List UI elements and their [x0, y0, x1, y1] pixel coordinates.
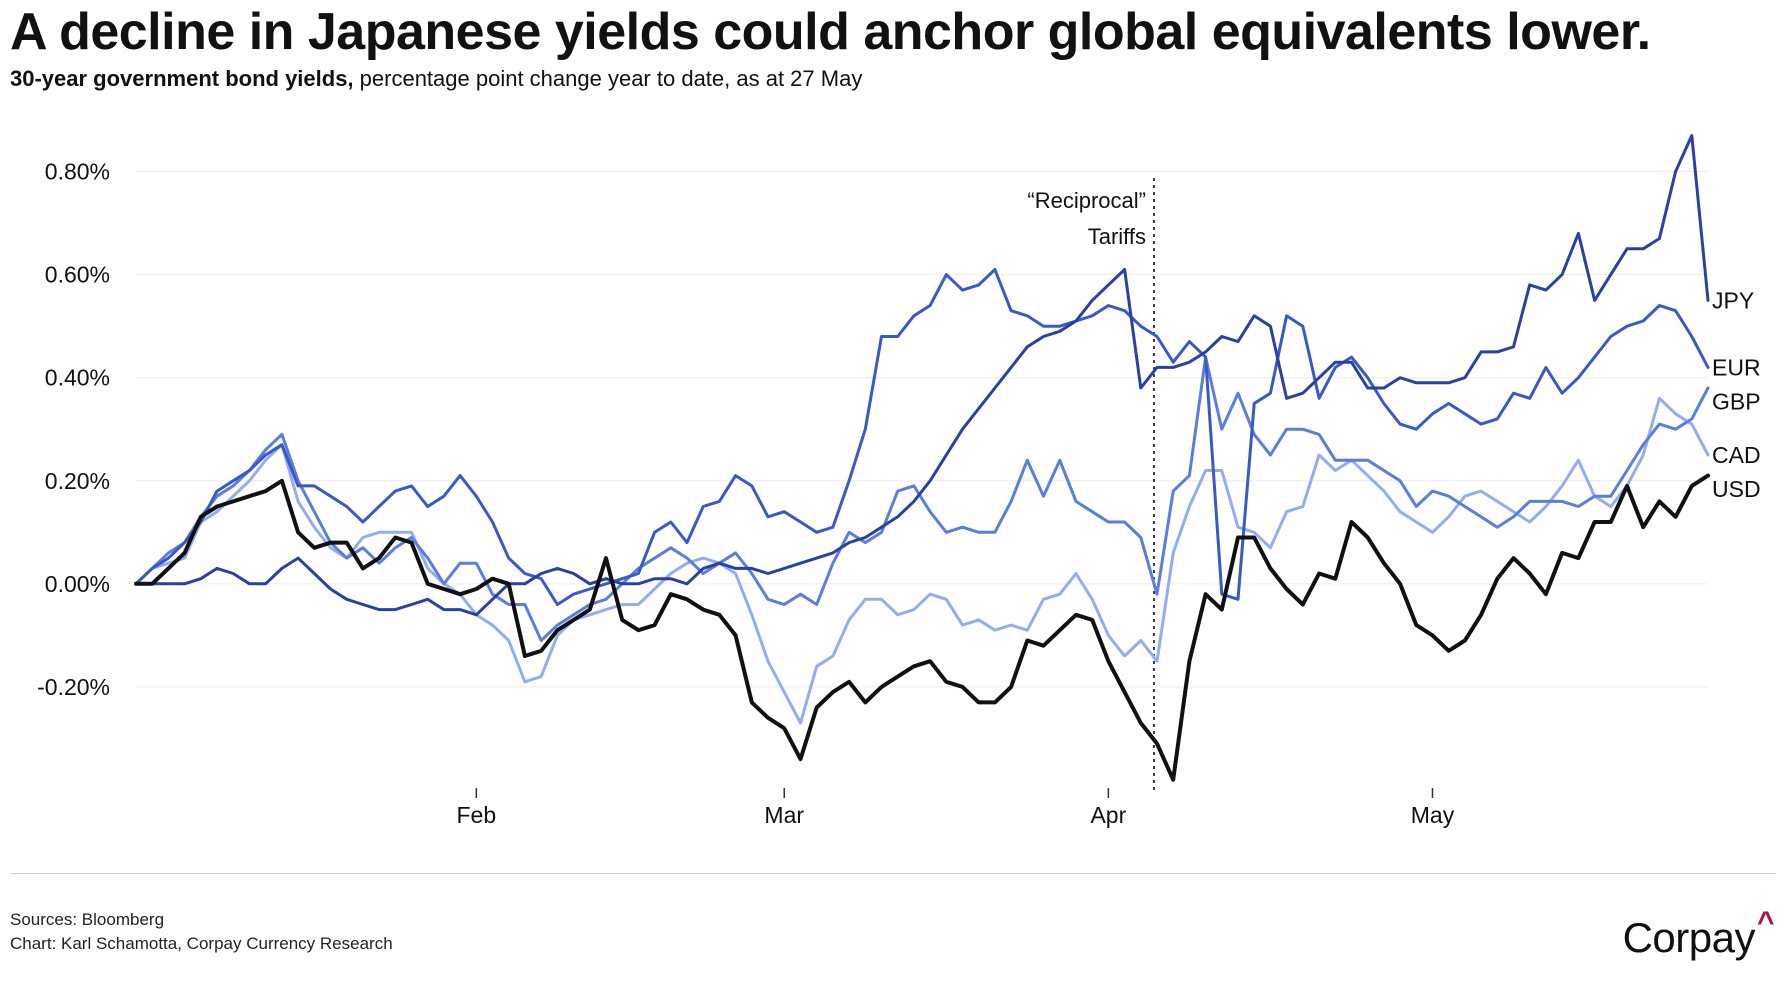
- series-label-eur: EUR: [1712, 354, 1761, 380]
- series-line-cad: [134, 396, 1710, 725]
- series-labels: JPY EUR GBP CAD USD: [1712, 287, 1761, 502]
- y-tick-label: 0.20%: [45, 468, 110, 494]
- logo-text: Corpay: [1622, 914, 1756, 961]
- annotation-label: “Reciprocal”: [1027, 188, 1146, 213]
- sources-note: Sources: Bloomberg: [10, 910, 165, 929]
- x-tick-label: Apr: [1090, 802, 1126, 828]
- x-tick-label: Mar: [764, 802, 804, 828]
- series-label-jpy: JPY: [1712, 287, 1754, 313]
- y-tick-label: -0.20%: [37, 674, 110, 700]
- tariffs-annotation: “Reciprocal” Tariffs: [1027, 178, 1155, 790]
- chart-subtitle: 30-year government bond yields, percenta…: [10, 66, 862, 92]
- series-line-jpy: [134, 134, 1710, 617]
- y-tick-label: 0.80%: [45, 159, 110, 185]
- chart-credit: Chart: Karl Schamotta, Corpay Currency R…: [10, 934, 393, 953]
- subtitle-rest: percentage point change year to date, as…: [353, 66, 863, 91]
- x-axis: Feb Mar Apr May: [457, 788, 1455, 828]
- series-line-eur: [134, 268, 1710, 606]
- y-axis: 0.80% 0.60% 0.40% 0.20% 0.00% -0.20%: [37, 159, 110, 700]
- y-tick-label: 0.60%: [45, 262, 110, 288]
- series-label-usd: USD: [1712, 476, 1761, 502]
- y-tick-label: 0.40%: [45, 365, 110, 391]
- x-tick-label: May: [1411, 802, 1455, 828]
- logo-caret-icon: ^: [1756, 906, 1775, 939]
- footer-divider: [10, 873, 1776, 874]
- series-line-gbp: [134, 355, 1710, 642]
- series-label-gbp: GBP: [1712, 388, 1761, 414]
- page-title: A decline in Japanese yields could ancho…: [10, 3, 1651, 61]
- chart-grid: [136, 171, 1708, 688]
- corpay-logo: Corpay^: [1622, 906, 1775, 962]
- subtitle-bold: 30-year government bond yields,: [10, 66, 354, 91]
- series-line-usd: [134, 473, 1710, 782]
- x-tick-label: Feb: [457, 802, 497, 828]
- annotation-label: Tariffs: [1088, 224, 1146, 249]
- series-label-cad: CAD: [1712, 442, 1761, 468]
- y-tick-label: 0.00%: [45, 571, 110, 597]
- line-chart: 0.80% 0.60% 0.40% 0.20% 0.00% -0.20% Feb Mar Ap…: [37, 134, 1761, 828]
- chart-series: [134, 134, 1710, 782]
